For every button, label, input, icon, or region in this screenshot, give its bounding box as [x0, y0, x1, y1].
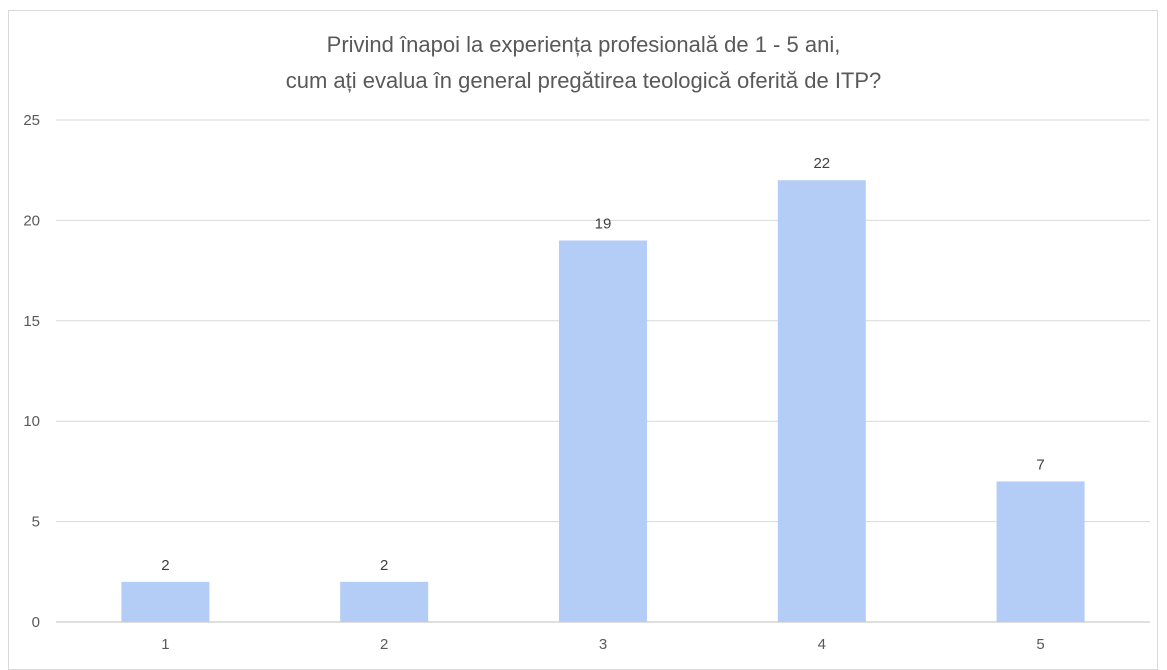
data-label: 7 [1036, 456, 1044, 473]
y-tick-label: 0 [32, 614, 40, 631]
x-tick-label: 2 [380, 636, 388, 653]
bar [559, 240, 647, 623]
y-tick-label: 5 [32, 514, 40, 531]
bar [777, 180, 866, 623]
chart-title: Privind înapoi la experiența profesional… [0, 27, 1167, 99]
bars [121, 180, 1085, 623]
data-label: 2 [161, 557, 169, 574]
data-label: 2 [380, 557, 388, 574]
y-tick-label: 10 [23, 413, 40, 430]
bar [121, 581, 210, 622]
data-label: 19 [595, 215, 612, 232]
y-tick-label: 15 [23, 313, 40, 330]
bar [996, 481, 1085, 622]
chart-title-line-2: cum ați evalua în general pregătirea teo… [285, 68, 882, 93]
data-label: 22 [813, 155, 830, 172]
y-tick-label: 25 [23, 112, 40, 129]
chart-title-line-1: Privind înapoi la experiența profesional… [326, 32, 841, 57]
x-tick-label: 4 [818, 636, 826, 653]
x-tick-label: 3 [599, 636, 607, 653]
x-tick-label: 1 [161, 636, 169, 653]
x-tick-label: 5 [1036, 636, 1044, 653]
y-tick-label: 20 [23, 212, 40, 229]
bar [340, 581, 429, 622]
